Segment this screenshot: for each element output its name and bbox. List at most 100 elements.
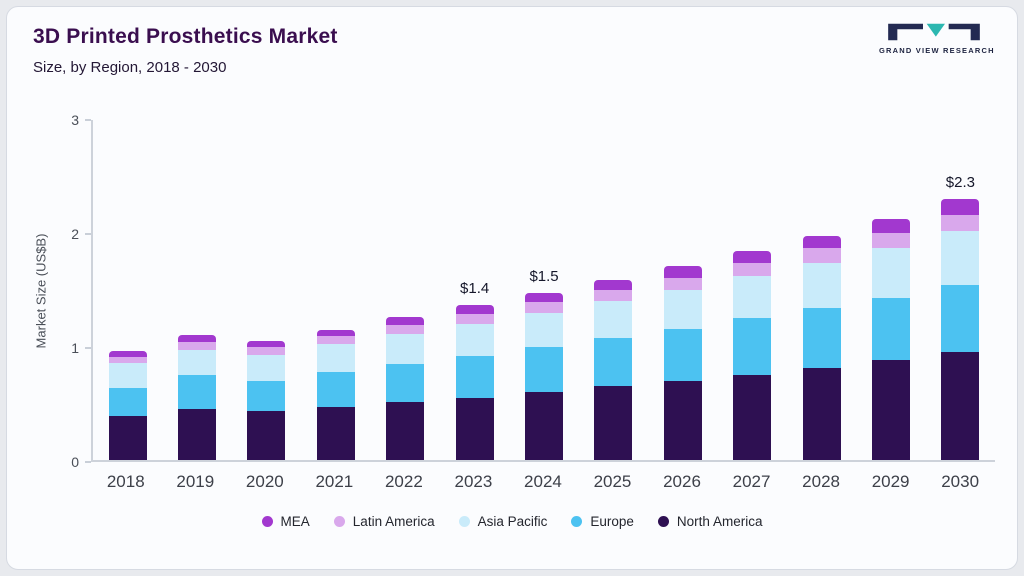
bar-segment-mea [733, 251, 772, 263]
bar-value-label-2023: $1.4 [460, 279, 490, 297]
x-axis-label-2030: 2030 [941, 472, 980, 491]
bar-segment-north-america [871, 360, 910, 460]
bar-2029 [856, 120, 925, 460]
bar-segment-mea [871, 218, 910, 234]
bar-segment-mea [802, 235, 841, 249]
chart-legend: MEA Latin America Asia Pacific Europe North … [7, 514, 1017, 529]
bar-stack-2022 [386, 317, 425, 460]
x-axis-label-2022: 2022 [384, 472, 423, 491]
x-axis-label-2023: 2023 [454, 472, 493, 491]
bar-segment-latin-america [386, 325, 425, 335]
bar-segment-north-america [941, 352, 980, 460]
legend-label-latin-america: Latin America [352, 514, 435, 529]
bar-segment-asia-pacific [525, 312, 564, 347]
bar-segment-asia-pacific [247, 354, 286, 381]
legend-label-mea: MEA [280, 514, 310, 529]
bar-stack-2024 [525, 293, 564, 460]
bar-segment-asia-pacific [316, 344, 355, 372]
legend-label-asia-pacific: Asia Pacific [477, 514, 548, 529]
bar-stack-2028 [802, 235, 841, 460]
bar-segment-mea [247, 341, 286, 347]
bar-stack-2026 [663, 266, 702, 460]
bar-segment-mea [108, 351, 147, 357]
y-tick-mark [85, 119, 91, 121]
bar-2030: $2.3 [926, 120, 995, 460]
chart-subtitle: Size, by Region, 2018 - 2030 [33, 59, 227, 76]
bar-value-label-2024: $1.5 [529, 268, 559, 286]
y-tick-label: 0 [71, 454, 79, 470]
bar-segment-europe [594, 337, 633, 387]
x-axis-label-2027: 2027 [732, 472, 771, 491]
y-tick-1: 1 [71, 340, 91, 356]
legend-label-north-america: North America [676, 514, 763, 529]
bar-stack-2021 [316, 329, 355, 460]
bar-segment-north-america [594, 386, 633, 460]
bar-segment-europe [733, 318, 772, 375]
bar-segment-latin-america [178, 342, 217, 351]
y-tick-label: 1 [71, 340, 79, 356]
bar-segment-asia-pacific [386, 334, 425, 364]
y-axis-ticks: 0 1 2 3 [7, 112, 91, 470]
x-axis-label-2021: 2021 [315, 472, 354, 491]
bar-segment-latin-america [455, 313, 494, 324]
grand-view-research-logo: GRAND VIEW RESEARCH [879, 21, 995, 55]
bar-segment-asia-pacific [594, 301, 633, 338]
y-tick-mark [85, 347, 91, 349]
legend-item-europe: Europe [571, 514, 634, 529]
bar-stack-2019 [178, 335, 217, 460]
bar-segment-europe [178, 375, 217, 409]
bar-segment-europe [108, 387, 147, 416]
page-title: 3D Printed Prosthetics Market [33, 25, 338, 48]
bar-2020 [232, 120, 301, 460]
bar-segment-latin-america [247, 346, 286, 355]
plot-area: $1.4 $1.5 $2.3 [91, 120, 995, 462]
bar-segment-europe [941, 285, 980, 353]
bar-segment-europe [455, 355, 494, 398]
bar-stack-2029 [871, 218, 910, 460]
grand-view-research-logo-text: GRAND VIEW RESEARCH [879, 46, 995, 55]
chart-card: 3D Printed Prosthetics Market Size, by R… [6, 6, 1018, 570]
bar-segment-north-america [525, 392, 564, 460]
bar-stack-2023 [455, 304, 494, 460]
bar-segment-latin-america [108, 356, 147, 364]
bar-segment-mea [663, 266, 702, 278]
legend-swatch-europe [571, 516, 583, 527]
bar-segment-latin-america [733, 262, 772, 277]
bar-segment-europe [316, 371, 355, 407]
y-tick-mark [85, 233, 91, 235]
bar-2028 [787, 120, 856, 460]
bar-segment-north-america [386, 402, 425, 460]
bar-segment-europe [871, 297, 910, 361]
bar-2019 [162, 120, 231, 460]
bar-segment-europe [525, 346, 564, 392]
bar-segment-mea [594, 279, 633, 291]
bar-segment-asia-pacific [663, 290, 702, 329]
bar-segment-asia-pacific [733, 276, 772, 319]
bar-segment-asia-pacific [455, 324, 494, 356]
bar-segment-mea [386, 317, 425, 326]
bar-segment-mea [178, 335, 217, 343]
bar-segment-europe [247, 380, 286, 412]
bar-segment-mea [455, 304, 494, 314]
bar-2022 [371, 120, 440, 460]
legend-swatch-latin-america [333, 516, 345, 527]
bar-2027 [718, 120, 787, 460]
x-axis-label-2019: 2019 [176, 472, 215, 491]
x-axis-label-2020: 2020 [245, 472, 284, 491]
bar-segment-asia-pacific [802, 262, 841, 309]
y-tick-2: 2 [71, 226, 91, 242]
bar-segment-latin-america [941, 215, 980, 232]
bar-2024: $1.5 [509, 120, 578, 460]
bar-segment-mea [941, 199, 980, 216]
legend-item-north-america: North America [657, 514, 763, 529]
bar-segment-north-america [247, 411, 286, 460]
bar-segment-latin-america [525, 302, 564, 313]
bar-segment-north-america [802, 368, 841, 460]
y-tick-0: 0 [71, 454, 91, 470]
bar-segment-europe [386, 363, 425, 403]
y-tick-label: 2 [71, 226, 79, 242]
bar-stack-2030 [941, 199, 980, 460]
bar-2018 [93, 120, 162, 460]
bar-segment-europe [802, 308, 841, 369]
bar-segment-mea [525, 293, 564, 303]
